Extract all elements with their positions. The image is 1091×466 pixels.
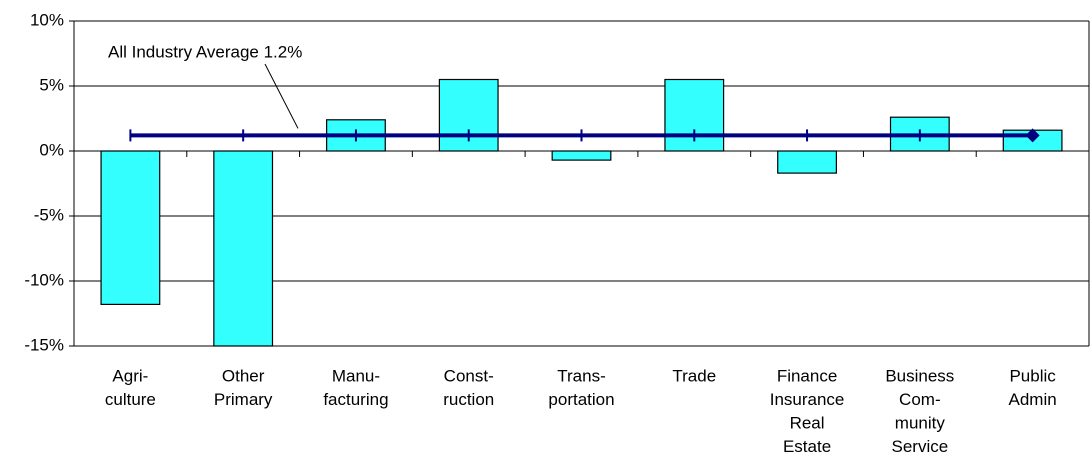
x-tick-label: Other — [222, 366, 265, 385]
x-tick-label: Manu- — [332, 366, 380, 385]
y-tick-label: 5% — [39, 75, 64, 94]
x-tick-label: Trans- — [557, 366, 606, 385]
x-tick-label: culture — [105, 390, 156, 409]
x-tick-label: Finance — [777, 366, 837, 385]
average-end-marker — [1025, 128, 1040, 143]
x-tick-label: munity — [895, 413, 946, 432]
x-tick-label: ruction — [443, 390, 494, 409]
x-tick-label: Trade — [672, 366, 716, 385]
x-tick-label: portation — [548, 390, 614, 409]
bar — [100, 150, 161, 305]
x-tick-label: Agri- — [112, 366, 148, 385]
x-tick-label: Primary — [214, 390, 273, 409]
y-tick-label: 10% — [30, 10, 64, 29]
x-tick-label: Insurance — [770, 390, 845, 409]
bar — [551, 150, 612, 161]
x-tick-label: Business — [885, 366, 954, 385]
bar — [777, 150, 837, 174]
x-tick-label: Service — [891, 437, 948, 456]
x-tick-label: Public — [1009, 366, 1056, 385]
x-tick-label: Com- — [899, 390, 941, 409]
y-tick-label: 0% — [39, 140, 64, 159]
bar — [213, 150, 274, 347]
average-label: All Industry Average 1.2% — [108, 42, 302, 61]
x-tick-label: Estate — [783, 437, 831, 456]
annotation-leader — [264, 63, 299, 129]
x-tick-label: facturing — [323, 390, 388, 409]
y-tick-label: -15% — [24, 335, 64, 354]
x-tick-label: Const- — [444, 366, 494, 385]
x-tick-label: Real — [790, 413, 825, 432]
y-tick-label: -10% — [24, 270, 64, 289]
x-tick-label: Admin — [1009, 390, 1057, 409]
y-tick-label: -5% — [34, 205, 64, 224]
